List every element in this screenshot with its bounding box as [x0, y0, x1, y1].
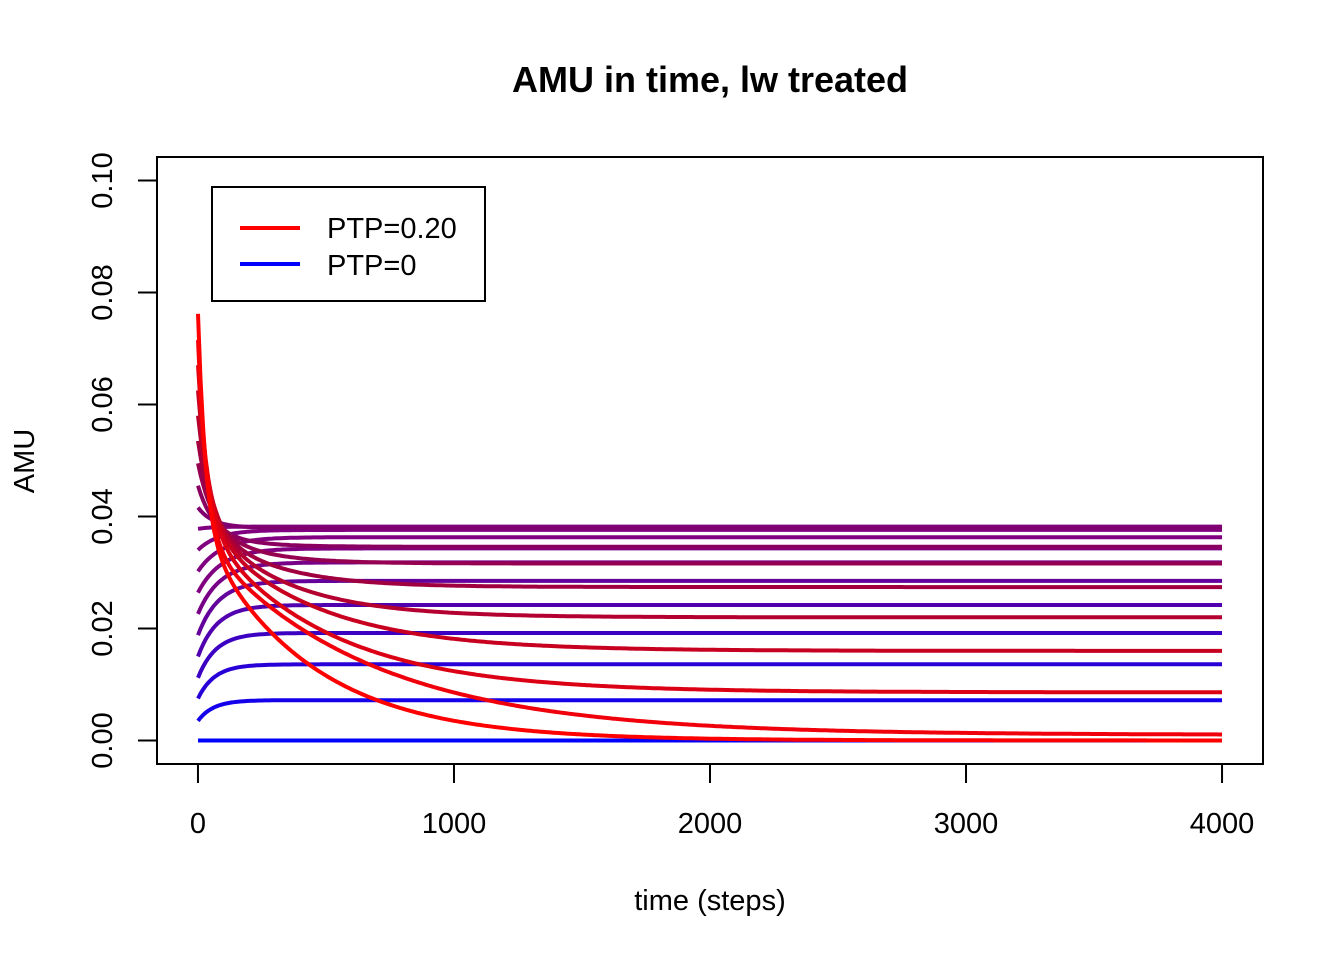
y-tick-label: 0.08 — [87, 264, 119, 320]
series-lines — [196, 313, 1222, 743]
x-tick-label: 2000 — [678, 808, 743, 840]
y-tick-label: 0.00 — [87, 712, 119, 768]
legend-label-ptp-0: PTP=0 — [327, 250, 416, 282]
series-line-19 — [196, 340, 1222, 737]
x-axis-label: time (steps) — [634, 885, 785, 917]
series-line-2 — [196, 698, 1222, 723]
series-line-4 — [196, 631, 1222, 679]
series-line-17 — [196, 390, 1222, 653]
x-axis: 0 1000 2000 3000 4000 — [190, 763, 1255, 840]
x-tick-label: 3000 — [934, 808, 999, 840]
y-tick-label: 0.10 — [87, 152, 119, 208]
legend-label-ptp-020: PTP=0.20 — [327, 213, 457, 245]
x-tick-label: 1000 — [422, 808, 487, 840]
chart-title: AMU in time, lw treated — [512, 59, 908, 100]
x-tick-label: 0 — [190, 808, 206, 840]
series-line-9 — [196, 535, 1222, 573]
legend-box — [211, 186, 486, 302]
series-line-12 — [196, 506, 1222, 530]
series-line-14 — [196, 462, 1222, 566]
legend: PTP=0.20 PTP=0 — [211, 186, 486, 302]
series-line-10 — [196, 527, 1222, 552]
y-tick-label: 0.04 — [87, 488, 119, 544]
series-line-13 — [196, 485, 1222, 549]
y-tick-label: 0.02 — [87, 600, 119, 656]
x-tick-label: 4000 — [1190, 808, 1255, 840]
series-line-16 — [196, 415, 1222, 620]
series-line-20 — [196, 313, 1222, 743]
series-line-18 — [196, 365, 1222, 695]
series-line-15 — [196, 440, 1222, 590]
y-axis-label: AMU — [9, 429, 41, 493]
y-axis: 0.00 0.02 0.04 0.06 0.08 0.10 — [87, 152, 158, 769]
y-tick-label: 0.06 — [87, 376, 119, 432]
